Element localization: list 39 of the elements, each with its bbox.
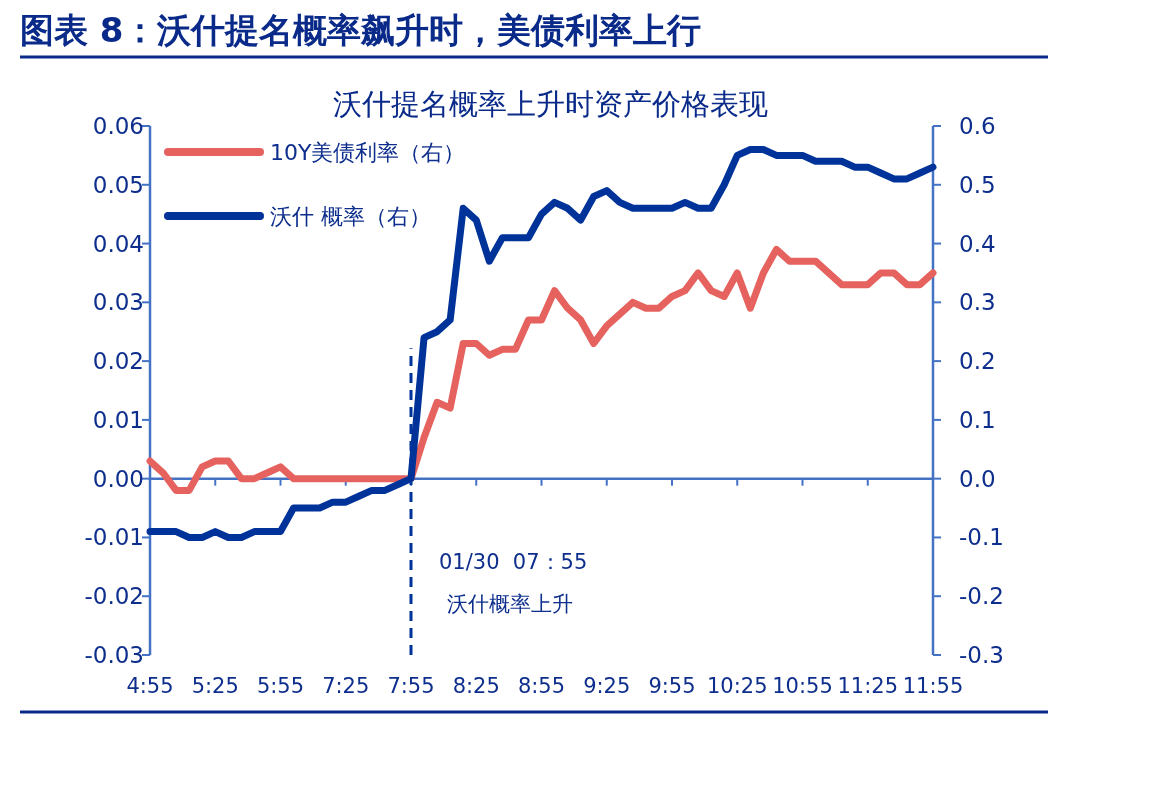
- y2-tick-label: -0.2: [959, 583, 1004, 610]
- x-tick-label: 5:55: [256, 674, 305, 698]
- y2-tick-label: -0.3: [959, 642, 1004, 668]
- y-tick-label: 0.06: [92, 113, 144, 139]
- x-tick-label: 7:25: [322, 674, 370, 698]
- y-tick-label: 0.04: [92, 230, 144, 257]
- y-tick-label: -0.01: [84, 524, 144, 551]
- legend-label: 10Y美债利率（右）: [270, 140, 466, 165]
- x-tick-label: 7:55: [387, 674, 435, 698]
- y-tick-label: -0.02: [84, 583, 144, 610]
- annotation: 沃什概率上升: [447, 592, 573, 616]
- y-tick-label: 0.02: [92, 348, 144, 375]
- y-tick-label: 0.01: [92, 406, 144, 433]
- y-tick-label: 0.03: [92, 289, 144, 316]
- y2-tick-label: 0.2: [959, 348, 996, 375]
- x-tick-label: 4:55: [126, 674, 174, 698]
- y-tick-label: 0.05: [92, 171, 144, 198]
- x-tick-label: 5:25: [191, 674, 239, 698]
- chart-subtitle: 沃什提名概率上升时资产价格表现: [332, 87, 768, 121]
- y2-tick-label: -0.1: [959, 524, 1004, 551]
- x-tick-label: 11:55: [902, 674, 964, 698]
- x-tick-label: 11:25: [837, 674, 899, 698]
- x-tick-label: 10:55: [772, 674, 833, 698]
- y2-tick-label: 0.4: [959, 230, 996, 257]
- y2-tick-label: 0.1: [959, 406, 996, 433]
- ref-line-label: 01/30 07：55: [439, 550, 588, 574]
- legend-label: 沃什 概率（右）: [270, 204, 431, 229]
- y2-tick-label: 0.0: [959, 465, 996, 492]
- x-tick-label: 9:55: [648, 674, 696, 698]
- chart-title: 图表 8：沃什提名概率飙升时，美债利率上行: [20, 10, 702, 50]
- y2-tick-label: 0.6: [959, 113, 996, 139]
- x-tick-label: 8:55: [517, 674, 566, 698]
- y-tick-label: 0.00: [92, 465, 144, 492]
- x-tick-label: 10:25: [706, 674, 768, 698]
- x-tick-label: 9:25: [583, 674, 631, 698]
- y-tick-label: -0.03: [84, 642, 144, 668]
- y2-tick-label: 0.5: [959, 171, 996, 198]
- y2-tick-label: 0.3: [959, 289, 996, 316]
- x-tick-label: 8:25: [452, 674, 500, 698]
